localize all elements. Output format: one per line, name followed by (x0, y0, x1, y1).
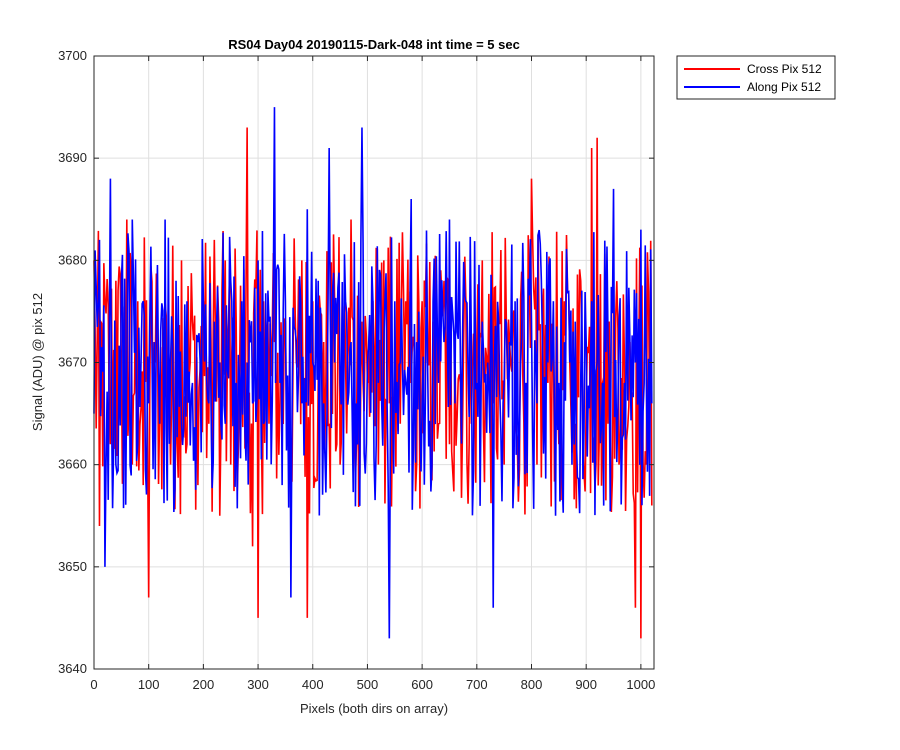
x-tick-label: 800 (521, 677, 543, 692)
x-tick-label: 0 (90, 677, 97, 692)
legend-box (676, 55, 836, 100)
y-tick-label: 3680 (58, 252, 87, 267)
x-tick-label: 1000 (626, 677, 655, 692)
x-tick-label: 400 (302, 677, 324, 692)
legend: Cross Pix 512 Along Pix 512 (676, 55, 836, 100)
x-tick-label: 700 (466, 677, 488, 692)
y-tick-label: 3660 (58, 457, 87, 472)
x-axis-label: Pixels (both dirs on array) (300, 701, 448, 716)
x-tick-label: 900 (575, 677, 597, 692)
legend-label-cross: Cross Pix 512 (747, 62, 822, 76)
series-line-along-pix-512 (93, 107, 653, 639)
y-tick-label: 3650 (58, 559, 87, 574)
x-axis: 0 100 200 300 400 500 600 700 800 900 1000 (90, 56, 655, 692)
x-tick-label: 200 (193, 677, 215, 692)
y-axis: 3640 3650 3660 3670 3680 3690 3700 (58, 48, 654, 676)
x-tick-label: 500 (357, 677, 379, 692)
series-layer (93, 107, 653, 639)
y-tick-label: 3700 (58, 48, 87, 63)
y-tick-label: 3690 (58, 150, 87, 165)
y-tick-label: 3640 (58, 661, 87, 676)
x-tick-label: 600 (411, 677, 433, 692)
legend-label-along: Along Pix 512 (747, 80, 821, 94)
y-axis-label: Signal (ADU) @ pix 512 (30, 293, 45, 431)
y-tick-label: 3670 (58, 355, 87, 370)
x-tick-label: 100 (138, 677, 160, 692)
x-tick-label: 300 (247, 677, 269, 692)
chart-title: RS04 Day04 20190115-Dark-048 int time = … (228, 37, 520, 52)
